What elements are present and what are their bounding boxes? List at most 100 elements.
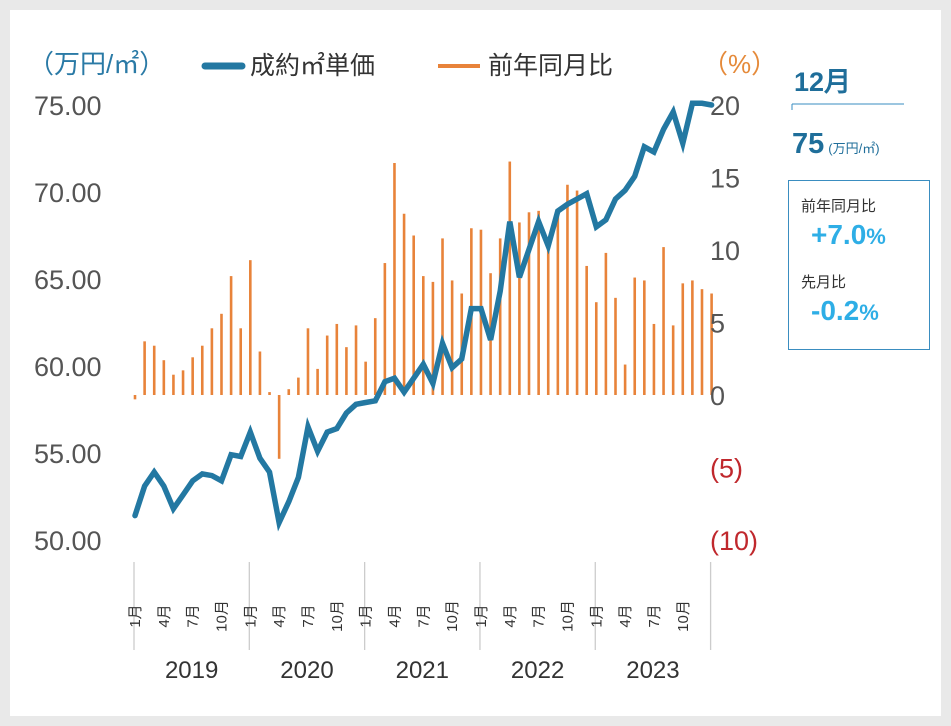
yoy-bar [306,328,310,395]
month-label: 4月 [156,604,173,627]
right-tick-label: 5 [710,309,725,339]
yoy-bar [191,357,194,395]
month-label: 1月 [473,604,490,627]
callout-mom-value: -0.2% [811,295,879,327]
callout-mom-label: 先月比 [801,274,847,291]
yoy-bar [373,318,377,395]
month-label: 4月 [617,604,634,627]
month-label: 10月 [444,600,461,632]
month-label: 1月 [588,604,605,627]
yoy-bar [345,347,348,395]
right-tick-label: 20 [710,91,740,121]
yoy-bar [325,335,329,395]
yoy-bar [498,238,502,395]
month-label: 4月 [386,604,403,627]
year-axis: 2019 2020 2021 2022 2023 [165,657,680,684]
left-tick-label: 60.00 [34,352,102,382]
year-label: 2023 [626,657,679,684]
yoy-bar [152,345,156,395]
month-label: 7月 [185,604,202,627]
yoy-bar [623,364,627,395]
right-tick-label: (5) [710,454,743,484]
yoy-bar [604,252,608,395]
legend-line-label: 成約㎡単価 [250,52,375,80]
callout-mom-pct: % [859,300,879,325]
line-series [132,100,715,532]
month-label: 1月 [127,604,144,627]
yoy-bar [450,280,454,395]
yoy-bar [614,297,617,395]
yoy-bar [364,361,367,395]
yoy-bar [268,392,271,395]
x-axis-grid [133,562,712,650]
yoy-bar [239,328,243,395]
yoy-bar [652,323,656,395]
month-label: 10月 [559,600,576,632]
yoy-bar [691,280,694,395]
yoy-bar [508,161,512,395]
left-tick-label: 75.00 [34,91,102,121]
yoy-bar [181,370,185,395]
right-axis-unit: （%） [702,49,777,79]
month-axis: 1月 4月 7月 10月 1月 4月 7月 10月 1月 4月 7月 10月 1月 4月 7月 10月 1月 4月… [127,600,692,632]
yoy-bar [710,293,713,395]
left-tick-label: 50.00 [34,526,102,556]
month-label: 7月 [415,604,432,627]
month-label: 10月 [329,600,346,632]
yoy-bar [297,377,300,395]
bar-series [133,161,713,459]
yoy-bar [220,313,223,395]
yoy-bar [200,345,204,395]
yoy-bar [441,238,444,395]
year-label: 2022 [511,657,564,684]
yoy-bar [210,328,214,395]
right-tick-label: 0 [710,381,725,411]
left-axis-unit: （万円/㎡） [28,49,165,79]
yoy-bar [671,325,675,395]
yoy-bar [172,374,175,395]
callout-connector [791,103,904,110]
yoy-bar [316,368,319,395]
yoy-bar [422,276,425,395]
callout-box: 前年同月比 +7.0% 先月比 -0.2% [788,180,930,350]
left-axis-ticks: 75.00 70.00 65.00 60.00 55.00 50.00 [34,91,102,556]
left-tick-label: 55.00 [34,439,102,469]
yoy-bar [537,210,540,395]
yoy-bar [354,325,358,395]
yoy-bar [518,222,521,395]
month-label: 1月 [242,604,259,627]
yoy-bar [681,283,685,395]
yoy-bar [287,389,291,395]
legend-bar-label: 前年同月比 [488,52,613,80]
right-tick-label: 10 [710,236,740,266]
yoy-bar [393,163,396,395]
month-label: 4月 [502,604,519,627]
callout-yoy-label: 前年同月比 [801,198,877,215]
price-line [132,100,715,532]
callout-yoy-number: +7.0 [811,219,867,250]
right-tick-label: (10) [710,526,758,556]
yoy-bar [633,277,637,395]
right-tick-label: 15 [710,164,740,194]
month-label: 10月 [213,600,230,632]
month-label: 10月 [675,600,692,632]
yoy-bar [585,265,588,395]
yoy-bar [700,289,704,395]
callout-value-unit: (万円/㎡) [828,141,880,156]
chart-frame: 75.00 70.00 65.00 60.00 55.00 50.00 20 15 10 5 0 (… [10,10,941,716]
callout-yoy-value: +7.0% [811,219,886,251]
year-label: 2019 [165,657,218,684]
yoy-bar [277,395,281,459]
yoy-bar [229,276,233,395]
yoy-bar [249,260,252,395]
month-label: 4月 [271,604,288,627]
yoy-bar [133,395,137,400]
yoy-bar [662,247,665,395]
year-label: 2021 [396,657,449,684]
callout-value-number: 75 [792,128,825,160]
yoy-bar [566,184,569,395]
callout-yoy-pct: % [866,224,886,249]
chart-svg: 75.00 70.00 65.00 60.00 55.00 50.00 20 15 10 5 0 (… [28,49,777,684]
yoy-bar [594,302,598,395]
yoy-bar [335,323,339,395]
